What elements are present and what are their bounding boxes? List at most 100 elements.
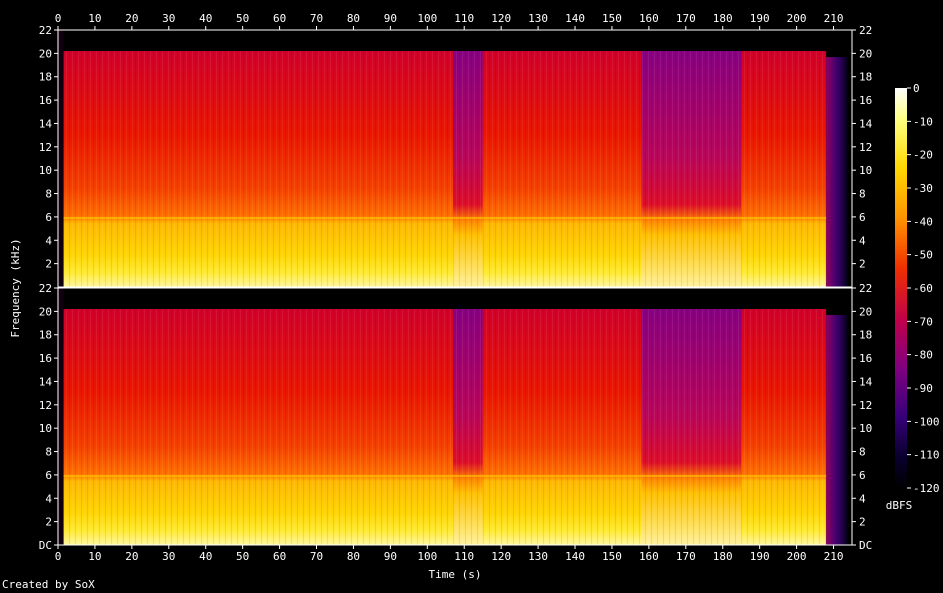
y-tick-label-right: 12 <box>859 141 872 154</box>
x-tick-label-bottom: 80 <box>347 550 360 563</box>
colorbar-tick-label: -100 <box>913 415 940 428</box>
x-tick-label-top: 180 <box>713 12 733 25</box>
x-tick-label-top: 90 <box>384 12 397 25</box>
x-tick-label-bottom: 210 <box>824 550 844 563</box>
x-tick-label-bottom: 70 <box>310 550 323 563</box>
y-tick-label-right: 10 <box>859 422 872 435</box>
y-tick-label-right: 20 <box>859 305 872 318</box>
colorbar-tick-label: 0 <box>913 82 920 95</box>
y-tick-label-right: 14 <box>859 117 873 130</box>
y-tick-label-right: 2 <box>859 516 866 529</box>
channel-panel-1 <box>57 29 853 288</box>
x-tick-label-top: 160 <box>639 12 659 25</box>
x-tick-label-bottom: 180 <box>713 550 733 563</box>
y-tick-label-left: 12 <box>39 399 52 412</box>
y-tick-label-right: 6 <box>859 211 866 224</box>
y-tick-label-left: DC <box>39 539 52 552</box>
colorbar <box>895 88 907 488</box>
y-tick-label-right: 22 <box>859 282 872 295</box>
y-tick-label-right: 16 <box>859 352 872 365</box>
x-tick-label-bottom: 20 <box>125 550 138 563</box>
y-tick-label-right: 6 <box>859 469 866 482</box>
y-tick-label-left: 18 <box>39 71 52 84</box>
colorbar-tick-label: -120 <box>913 482 940 495</box>
y-tick-label-left: 22 <box>39 24 52 37</box>
x-tick-label-bottom: 130 <box>528 550 548 563</box>
x-tick-label-top: 60 <box>273 12 286 25</box>
y-tick-label-left: 10 <box>39 422 52 435</box>
y-tick-label-left: 4 <box>45 492 52 505</box>
x-tick-label-bottom: 50 <box>236 550 249 563</box>
y-tick-label-left: 20 <box>39 305 52 318</box>
x-tick-label-bottom: 120 <box>491 550 511 563</box>
x-tick-label-bottom: 40 <box>199 550 212 563</box>
fade-out-region <box>826 315 849 545</box>
x-tick-label-bottom: 100 <box>417 550 437 563</box>
y-tick-label-right: 14 <box>859 375 873 388</box>
y-tick-label-left: 14 <box>39 375 53 388</box>
x-tick-label-top: 210 <box>824 12 844 25</box>
y-tick-label-left: 6 <box>45 469 52 482</box>
y-tick-label-left: 22 <box>39 282 52 295</box>
y-tick-label-right: 16 <box>859 94 872 107</box>
colorbar-tick-label: -60 <box>913 282 933 295</box>
colorbar-tick-label: -10 <box>913 115 933 128</box>
y-tick-label-right: 18 <box>859 71 872 84</box>
y-tick-label-right: 20 <box>859 47 872 60</box>
colorbar-tick-label: -40 <box>913 215 933 228</box>
x-tick-label-bottom: 190 <box>750 550 770 563</box>
x-tick-label-top: 100 <box>417 12 437 25</box>
y-tick-label-right: 10 <box>859 164 872 177</box>
x-tick-label-top: 170 <box>676 12 696 25</box>
y-tick-label-left: 2 <box>45 516 52 529</box>
y-tick-label-right: 22 <box>859 24 872 37</box>
colorbar-tick-label: -50 <box>913 249 933 262</box>
x-tick-label-bottom: 10 <box>88 550 101 563</box>
colorbar-tick-label: -30 <box>913 182 933 195</box>
x-tick-label-bottom: 160 <box>639 550 659 563</box>
y-tick-label-right: 2 <box>859 258 866 271</box>
x-tick-label-bottom: 90 <box>384 550 397 563</box>
y-tick-label-left: 8 <box>45 188 52 201</box>
y-tick-label-left: 6 <box>45 211 52 224</box>
x-axis-label: Time (s) <box>429 568 482 581</box>
x-tick-label-top: 10 <box>88 12 101 25</box>
x-tick-label-bottom: 170 <box>676 550 696 563</box>
x-tick-label-top: 150 <box>602 12 622 25</box>
x-tick-label-bottom: 140 <box>565 550 585 563</box>
y-tick-label-right: 12 <box>859 399 872 412</box>
x-tick-label-top: 200 <box>787 12 807 25</box>
x-tick-label-top: 50 <box>236 12 249 25</box>
colorbar-tick-label: -90 <box>913 382 933 395</box>
colorbar-tick-label: -80 <box>913 349 933 362</box>
y-tick-label-left: 10 <box>39 164 52 177</box>
y-axis-label: Frequency (kHz) <box>9 238 22 337</box>
y-tick-label-left: 16 <box>39 352 52 365</box>
y-tick-label-left: 12 <box>39 141 52 154</box>
channel-panel-2 <box>57 287 853 546</box>
x-tick-label-top: 20 <box>125 12 138 25</box>
x-tick-label-top: 110 <box>454 12 474 25</box>
x-tick-label-top: 40 <box>199 12 212 25</box>
colorbar-label: dBFS <box>886 499 913 512</box>
y-tick-label-right: 18 <box>859 329 872 342</box>
y-tick-label-right: 8 <box>859 446 866 459</box>
x-tick-label-top: 80 <box>347 12 360 25</box>
x-tick-label-top: 30 <box>162 12 175 25</box>
x-tick-label-bottom: 0 <box>55 550 62 563</box>
x-tick-label-top: 130 <box>528 12 548 25</box>
fade-out-region <box>826 57 849 288</box>
colorbar-tick-label: -70 <box>913 315 933 328</box>
x-tick-label-bottom: 30 <box>162 550 175 563</box>
y-tick-label-left: 14 <box>39 117 53 130</box>
y-tick-label-right: 4 <box>859 492 866 505</box>
colorbar-tick-label: -110 <box>913 449 940 462</box>
x-tick-label-top: 140 <box>565 12 585 25</box>
y-tick-label-left: 4 <box>45 234 52 247</box>
x-tick-label-top: 0 <box>55 12 62 25</box>
y-tick-label-left: 18 <box>39 329 52 342</box>
credit-text: Created by SoX <box>2 578 95 591</box>
x-tick-label-top: 190 <box>750 12 770 25</box>
y-tick-label-left: 20 <box>39 47 52 60</box>
